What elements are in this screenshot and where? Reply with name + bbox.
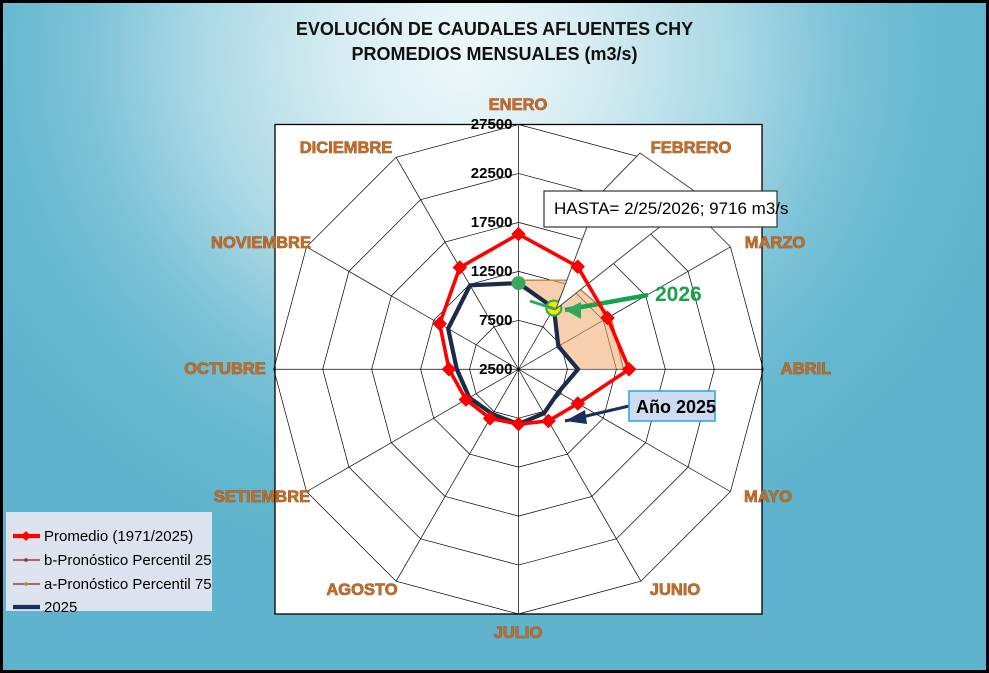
svg-text:MAYO: MAYO xyxy=(744,488,792,506)
svg-text:NOVIEMBRE: NOVIEMBRE xyxy=(211,234,311,252)
svg-text:27500: 27500 xyxy=(471,116,513,133)
svg-text:Promedio (1971/2025): Promedio (1971/2025) xyxy=(44,528,193,545)
svg-text:17500: 17500 xyxy=(471,214,513,231)
svg-text:2500: 2500 xyxy=(479,361,512,378)
svg-text:OCTUBRE: OCTUBRE xyxy=(184,360,266,378)
svg-text:12500: 12500 xyxy=(471,263,513,280)
svg-text:JULIO: JULIO xyxy=(494,624,543,642)
svg-text:Año 2025: Año 2025 xyxy=(636,397,716,417)
svg-text:HASTA= 2/25/2026; 9716 m3/s: HASTA= 2/25/2026; 9716 m3/s xyxy=(554,199,789,218)
svg-text:AGOSTO: AGOSTO xyxy=(326,581,397,599)
svg-text:a-Pronóstico Percentil 75: a-Pronóstico Percentil 75 xyxy=(44,576,212,593)
svg-text:7500: 7500 xyxy=(479,312,512,329)
svg-text:2025: 2025 xyxy=(44,599,77,616)
svg-text:FEBRERO: FEBRERO xyxy=(651,139,732,157)
svg-text:22500: 22500 xyxy=(471,165,513,182)
svg-text:ENERO: ENERO xyxy=(489,96,548,114)
svg-text:ABRIL: ABRIL xyxy=(781,360,831,378)
svg-text:SETIEMBRE: SETIEMBRE xyxy=(214,488,310,506)
svg-text:JUNIO: JUNIO xyxy=(650,581,701,599)
svg-text:DICIEMBRE: DICIEMBRE xyxy=(300,139,393,157)
svg-text:b-Pronóstico Percentil 25: b-Pronóstico Percentil 25 xyxy=(44,552,212,569)
svg-text:2026: 2026 xyxy=(655,283,702,306)
svg-text:MARZO: MARZO xyxy=(745,234,806,252)
